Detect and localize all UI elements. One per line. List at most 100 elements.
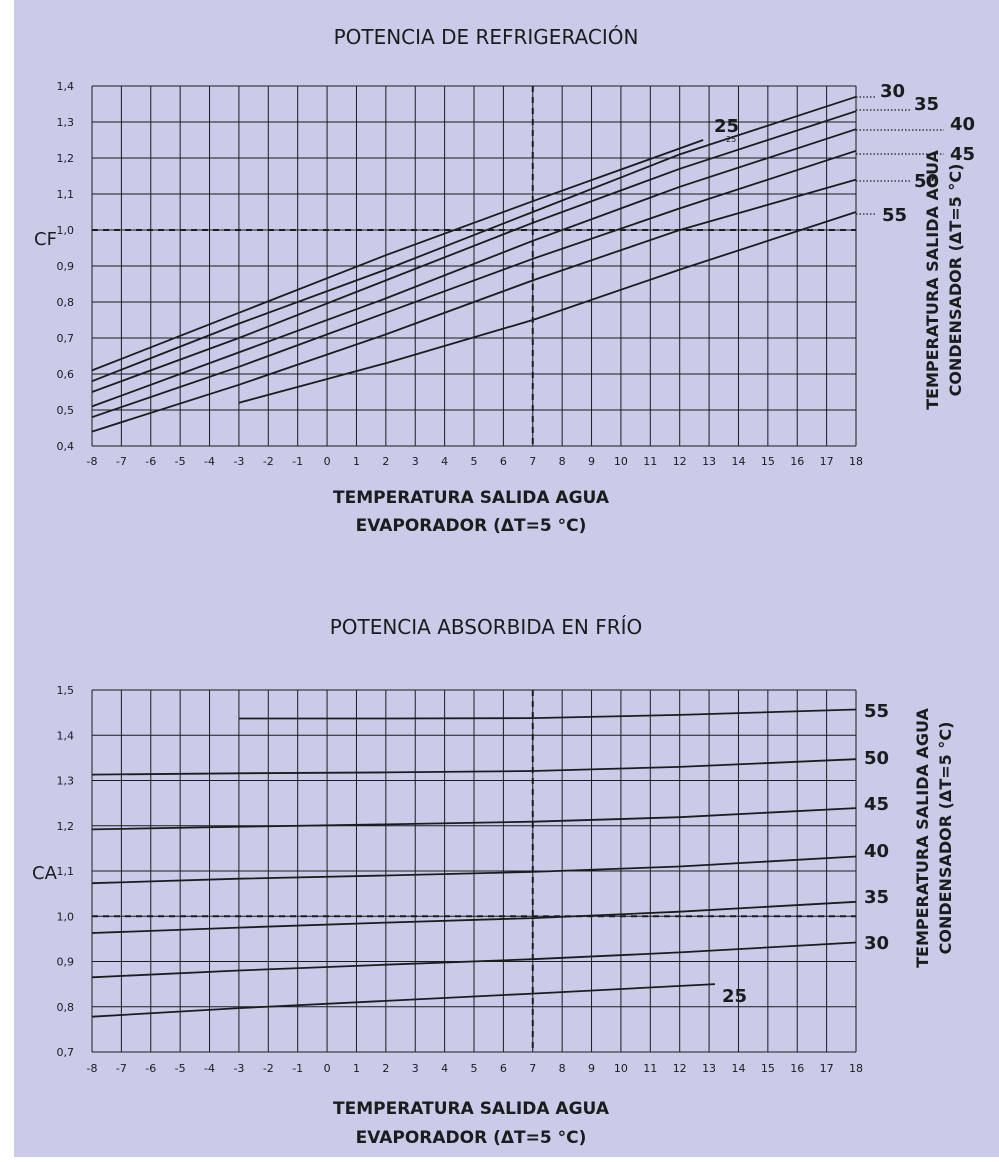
- series-line-40: [91, 855, 857, 885]
- x-tick-label: 16: [790, 1062, 804, 1075]
- x-axis-label-line1: TEMPERATURA SALIDA AGUA: [333, 488, 610, 508]
- y-tick-label: 1,5: [57, 684, 75, 697]
- x-tick-label: -2: [263, 455, 274, 468]
- x-tick-label: 17: [820, 1062, 834, 1075]
- x-tick-label: -8: [87, 455, 98, 468]
- chart-title: POTENCIA DE REFRIGERACIÓN: [334, 25, 639, 49]
- x-tick-label: 14: [731, 455, 745, 468]
- y-tick-label: 1,1: [57, 865, 75, 878]
- right-axis-label-line1: TEMPERATURA SALIDA AGUA: [913, 708, 932, 968]
- x-tick-label: 3: [412, 455, 419, 468]
- x-tick-label: 13: [702, 1062, 716, 1075]
- x-tick-label: 14: [731, 1062, 745, 1075]
- y-tick-label: 0,4: [57, 440, 75, 453]
- x-tick-label: 1: [353, 1062, 360, 1075]
- series-line-35: [91, 110, 857, 393]
- x-tick-label: -3: [233, 1062, 244, 1075]
- x-tick-label: 18: [849, 1062, 863, 1075]
- series-line-35: [91, 900, 857, 934]
- x-tick-label: 7: [529, 1062, 536, 1075]
- x-tick-label: -6: [145, 455, 156, 468]
- x-tick-label: 4: [441, 455, 448, 468]
- series-line-25: [91, 139, 704, 372]
- y-tick-label: 1,4: [57, 729, 75, 742]
- x-tick-label: 16: [790, 455, 804, 468]
- chart-svg: POTENCIA DE REFRIGERACIÓN CF TEMPERATURA…: [14, 0, 999, 1157]
- y-tick-label: 1,0: [57, 910, 75, 923]
- x-tick-label: 18: [849, 455, 863, 468]
- x-tick-label: 8: [559, 455, 566, 468]
- y-tick-label: 0,5: [57, 404, 75, 417]
- x-tick-label: 12: [673, 455, 687, 468]
- x-tick-label: -4: [204, 455, 215, 468]
- power-input-chart: POTENCIA ABSORBIDA EN FRÍO CA TEMPERATUR…: [32, 615, 955, 1148]
- right-axis-label-line2: CONDENSADOR (ΔT=5 °C): [946, 164, 965, 397]
- y-tick-label: 0,9: [57, 956, 75, 969]
- x-tick-label: 6: [500, 1062, 507, 1075]
- x-tick-label: -1: [292, 1062, 303, 1075]
- x-tick-label: 3: [412, 1062, 419, 1075]
- x-tick-label: -7: [116, 455, 127, 468]
- series-line-55: [238, 708, 857, 720]
- x-tick-label: 11: [643, 1062, 657, 1075]
- x-tick-label: 13: [702, 455, 716, 468]
- series-label-25: 25: [714, 116, 739, 137]
- series-label-small-25: 25: [726, 135, 736, 144]
- x-tick-label: 0: [324, 1062, 331, 1075]
- series-line-50: [91, 178, 857, 433]
- x-tick-label: 5: [471, 1062, 478, 1075]
- series-label-30: 30: [880, 81, 905, 102]
- y-tick-label: 0,8: [57, 1001, 75, 1014]
- series-line-25: [91, 983, 716, 1018]
- x-tick-label: -4: [204, 1062, 215, 1075]
- series-label-55: 55: [882, 205, 907, 226]
- x-tick-label: 7: [529, 455, 536, 468]
- series-label-30: 30: [864, 933, 889, 954]
- x-tick-label: -1: [292, 455, 303, 468]
- x-tick-label: 5: [471, 455, 478, 468]
- x-tick-label: 10: [614, 455, 628, 468]
- x-tick-label: 17: [820, 455, 834, 468]
- x-tick-label: 15: [761, 455, 775, 468]
- series-label-25: 25: [722, 986, 747, 1007]
- x-axis-label-line2: EVAPORADOR (ΔT=5 °C): [356, 1128, 587, 1148]
- x-axis-label-line1: TEMPERATURA SALIDA AGUA: [333, 1099, 610, 1119]
- x-tick-label: -5: [175, 1062, 186, 1075]
- series-label-45: 45: [950, 144, 975, 165]
- y-tick-label: 0,7: [57, 332, 75, 345]
- x-axis-label-line2: EVAPORADOR (ΔT=5 °C): [356, 516, 587, 536]
- y-tick-label: 1,2: [57, 152, 75, 165]
- series-label-35: 35: [864, 887, 889, 908]
- x-tick-label: 4: [441, 1062, 448, 1075]
- x-tick-label: -8: [87, 1062, 98, 1075]
- y-tick-label: 1,3: [57, 775, 75, 788]
- y-tick-label: 1,0: [57, 224, 75, 237]
- right-axis-label-line2: CONDENSADOR (ΔT=5 °C): [936, 722, 955, 955]
- y-tick-label: 1,2: [57, 820, 75, 833]
- x-tick-label: 9: [588, 455, 595, 468]
- y-tick-label: 0,7: [57, 1046, 75, 1059]
- y-tick-label: 1,4: [57, 80, 75, 93]
- chart-background: [14, 0, 999, 1157]
- right-axis-label-line1: TEMPERATURA SALIDA AGUA: [923, 150, 942, 410]
- y-tick-label: 0,8: [57, 296, 75, 309]
- y-axis-label: CF: [34, 229, 57, 250]
- x-tick-label: 15: [761, 1062, 775, 1075]
- x-tick-label: 9: [588, 1062, 595, 1075]
- series-line-45: [91, 807, 857, 831]
- x-tick-label: -6: [145, 1062, 156, 1075]
- series-label-55: 55: [864, 701, 889, 722]
- y-tick-label: 1,1: [57, 188, 75, 201]
- series-label-45: 45: [864, 794, 889, 815]
- x-tick-label: -2: [263, 1062, 274, 1075]
- series-line-55: [238, 211, 857, 404]
- x-tick-label: 11: [643, 455, 657, 468]
- x-tick-label: 12: [673, 1062, 687, 1075]
- x-tick-label: 2: [382, 1062, 389, 1075]
- y-axis-label: CA: [32, 863, 58, 884]
- y-tick-label: 1,3: [57, 116, 75, 129]
- x-tick-label: -5: [175, 455, 186, 468]
- series-label-35: 35: [914, 94, 939, 115]
- series-label-50: 50: [864, 748, 889, 769]
- series-line-30: [91, 941, 857, 979]
